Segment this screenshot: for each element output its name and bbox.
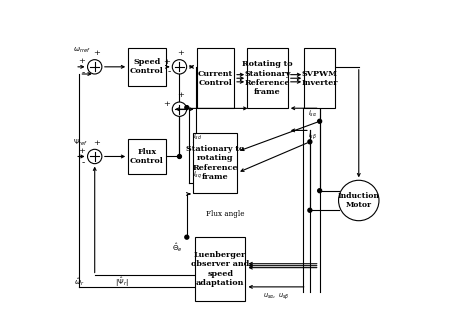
Text: -: - [82,158,85,167]
Text: $i_{sd}$: $i_{sd}$ [193,132,202,142]
Text: +: + [93,139,100,147]
Text: +: + [177,91,184,99]
Text: Current
Control: Current Control [197,70,232,87]
Text: +: + [177,49,184,57]
Bar [193,133,237,193]
Text: SVPWM
Inverter: SVPWM Inverter [301,70,337,87]
Text: $u_{s\alpha},\ u_{s\beta}$: $u_{s\alpha},\ u_{s\beta}$ [262,292,288,302]
Circle shape [172,102,186,116]
Text: $|\hat{\Psi}_r|$: $|\hat{\Psi}_r|$ [115,275,129,289]
Bar [303,48,335,108]
Circle shape [307,208,311,212]
Circle shape [317,189,321,193]
Circle shape [317,119,321,123]
Text: Luenberger
observer and
speed
adaptation: Luenberger observer and speed adaptation [190,251,249,287]
Text: $\omega_{rref}$: $\omega_{rref}$ [73,46,90,55]
Bar [246,48,287,108]
Text: $i_{sq}$: $i_{sq}$ [193,170,202,181]
Text: Induction
Motor: Induction Motor [337,192,379,209]
Text: +: + [78,147,85,155]
Text: +: + [163,58,170,66]
Text: Rotating to
Stationary
Reference
frame: Rotating to Stationary Reference frame [241,60,292,96]
Circle shape [338,180,378,221]
Text: $i_{s\alpha}$: $i_{s\alpha}$ [308,109,317,119]
Circle shape [87,149,101,164]
Text: $\Psi_{ref}$: $\Psi_{ref}$ [73,138,88,148]
Text: +: + [163,100,170,108]
Text: $i_{s\beta}$: $i_{s\beta}$ [308,130,316,142]
Text: -: - [167,67,170,76]
Bar [128,48,165,85]
Text: Speed
Control: Speed Control [130,58,163,75]
Circle shape [307,140,311,144]
Text: +: + [93,49,100,57]
Circle shape [185,106,188,110]
Circle shape [172,60,186,74]
Circle shape [87,60,101,74]
Circle shape [177,155,181,158]
Bar [196,48,234,108]
Text: +: + [78,57,85,65]
Text: -: - [82,68,85,77]
Text: $\hat{\omega}_r$: $\hat{\omega}_r$ [73,276,84,288]
Text: $\hat{\Theta}_e$: $\hat{\Theta}_e$ [172,242,182,254]
Bar [128,140,165,173]
Bar [195,237,245,301]
Text: Stationary to
rotating
Reference
frame: Stationary to rotating Reference frame [186,145,244,181]
Circle shape [185,235,188,239]
Text: Flux
Control: Flux Control [130,148,163,165]
Text: Flux angle: Flux angle [205,210,244,217]
